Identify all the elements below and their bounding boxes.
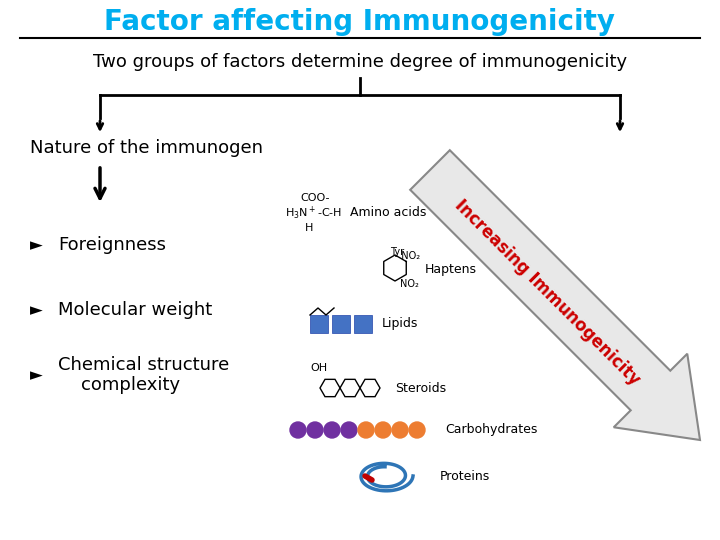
Bar bbox=[332, 315, 350, 333]
Text: ►: ► bbox=[30, 366, 42, 384]
Bar bbox=[354, 315, 372, 333]
Text: H: H bbox=[305, 223, 313, 233]
Text: Chemical structure
    complexity: Chemical structure complexity bbox=[58, 356, 229, 394]
Text: ►: ► bbox=[30, 301, 42, 319]
Polygon shape bbox=[410, 150, 700, 440]
Text: Nature of the immunogen: Nature of the immunogen bbox=[30, 139, 263, 157]
Circle shape bbox=[375, 422, 391, 438]
Text: Proteins: Proteins bbox=[440, 469, 490, 483]
Text: COO-: COO- bbox=[300, 193, 330, 203]
Circle shape bbox=[341, 422, 357, 438]
Text: Carbohydrates: Carbohydrates bbox=[445, 423, 537, 436]
Circle shape bbox=[409, 422, 425, 438]
Text: Tyr: Tyr bbox=[390, 247, 404, 257]
Circle shape bbox=[290, 422, 306, 438]
Text: Factor affecting Immunogenicity: Factor affecting Immunogenicity bbox=[104, 8, 616, 36]
Text: NO₂: NO₂ bbox=[395, 251, 420, 261]
Text: Lipids: Lipids bbox=[382, 318, 418, 330]
Text: H$_3$N$^+$-C-H: H$_3$N$^+$-C-H bbox=[285, 205, 342, 221]
Text: NO₂: NO₂ bbox=[400, 279, 419, 289]
Bar bbox=[310, 315, 328, 333]
Circle shape bbox=[392, 422, 408, 438]
Text: Steroids: Steroids bbox=[395, 381, 446, 395]
Text: Foreignness: Foreignness bbox=[58, 236, 166, 254]
Text: Haptens: Haptens bbox=[425, 264, 477, 276]
Circle shape bbox=[324, 422, 340, 438]
Text: ►: ► bbox=[30, 236, 42, 254]
Circle shape bbox=[358, 422, 374, 438]
Text: Two groups of factors determine degree of immunogenicity: Two groups of factors determine degree o… bbox=[93, 53, 627, 71]
Circle shape bbox=[307, 422, 323, 438]
Text: Increasing Immunogenicity: Increasing Immunogenicity bbox=[451, 197, 643, 389]
Text: Amino acids: Amino acids bbox=[350, 206, 426, 219]
Text: OH: OH bbox=[310, 363, 327, 373]
Text: Molecular weight: Molecular weight bbox=[58, 301, 212, 319]
